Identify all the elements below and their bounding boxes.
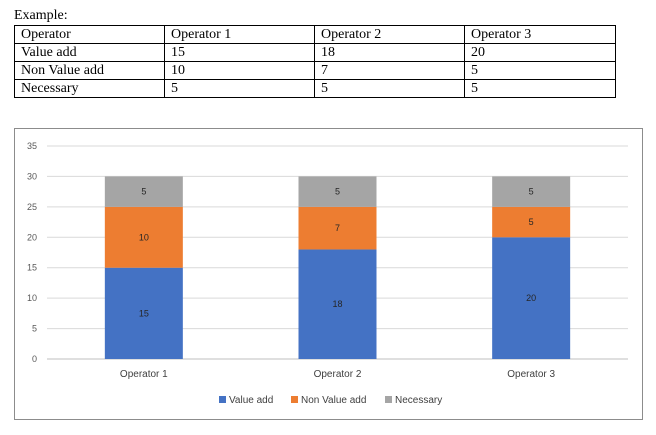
table-header-row: Operator Operator 1 Operator 2 Operator … [14, 25, 616, 44]
data-label: 7 [335, 223, 340, 233]
table-cell: 5 [164, 79, 315, 98]
stacked-bar-chart: 0 5 10 15 20 25 30 35 15 10 5 Operator 1 18 7 5 Operato… [27, 141, 628, 406]
bar-segment [492, 237, 571, 359]
table-header-cell: Operator 1 [164, 25, 315, 44]
data-label: 5 [335, 187, 340, 197]
data-label: 5 [141, 187, 146, 197]
table-cell: 10 [164, 61, 315, 80]
x-tick-label: Operator 3 [507, 369, 555, 380]
table-cell: 7 [314, 61, 465, 80]
chart-frame: 0 5 10 15 20 25 30 35 15 10 5 Operator 1 18 7 5 Operato… [14, 128, 643, 420]
data-table: Operator Operator 1 Operator 2 Operator … [14, 25, 616, 98]
data-label: 5 [529, 187, 534, 197]
table-cell: Necessary [14, 79, 165, 98]
x-tick-label: Operator 2 [314, 369, 362, 380]
legend-swatch [291, 396, 298, 403]
data-label: 15 [139, 308, 149, 318]
table-header-cell: Operator [14, 25, 165, 44]
y-tick-label: 25 [27, 202, 37, 212]
legend-swatch [385, 396, 392, 403]
table-cell: 5 [464, 79, 616, 98]
bar-segment [298, 206, 377, 250]
data-label: 5 [529, 217, 534, 227]
table-cell: 18 [314, 43, 465, 62]
y-tick-label: 30 [27, 171, 37, 181]
y-tick-label: 0 [32, 354, 37, 364]
table-cell: 15 [164, 43, 315, 62]
y-tick-label: 5 [32, 324, 37, 334]
bar-segment [104, 176, 183, 207]
y-tick-label: 15 [27, 263, 37, 273]
legend-swatch [219, 396, 226, 403]
table-row: Necessary 5 5 5 [14, 79, 616, 98]
bar-segment [492, 206, 571, 238]
bar-segment [104, 267, 183, 359]
bar-segment [298, 249, 377, 359]
bar-segment [104, 206, 183, 268]
table-header-cell: Operator 3 [464, 25, 616, 44]
legend-label: Non Value add [301, 395, 366, 406]
table-cell: 5 [314, 79, 465, 98]
table-cell: 5 [464, 61, 616, 80]
x-tick-label: Operator 1 [120, 369, 168, 380]
y-tick-label: 20 [27, 232, 37, 242]
table-header-cell: Operator 2 [314, 25, 465, 44]
legend-label: Necessary [395, 395, 442, 406]
data-label: 20 [526, 293, 536, 303]
bar-segment [492, 176, 571, 207]
table-cell: Value add [14, 43, 165, 62]
y-tick-label: 35 [27, 141, 37, 151]
bar-segment [298, 176, 377, 207]
table-row: Value add 15 18 20 [14, 43, 616, 62]
data-label: 10 [139, 232, 149, 242]
legend-label: Value add [229, 395, 273, 406]
table-cell: Non Value add [14, 61, 165, 80]
data-label: 18 [332, 299, 342, 309]
table-row: Non Value add 10 7 5 [14, 61, 616, 80]
example-label: Example: [14, 8, 68, 23]
y-tick-label: 10 [27, 293, 37, 303]
table-cell: 20 [464, 43, 616, 62]
